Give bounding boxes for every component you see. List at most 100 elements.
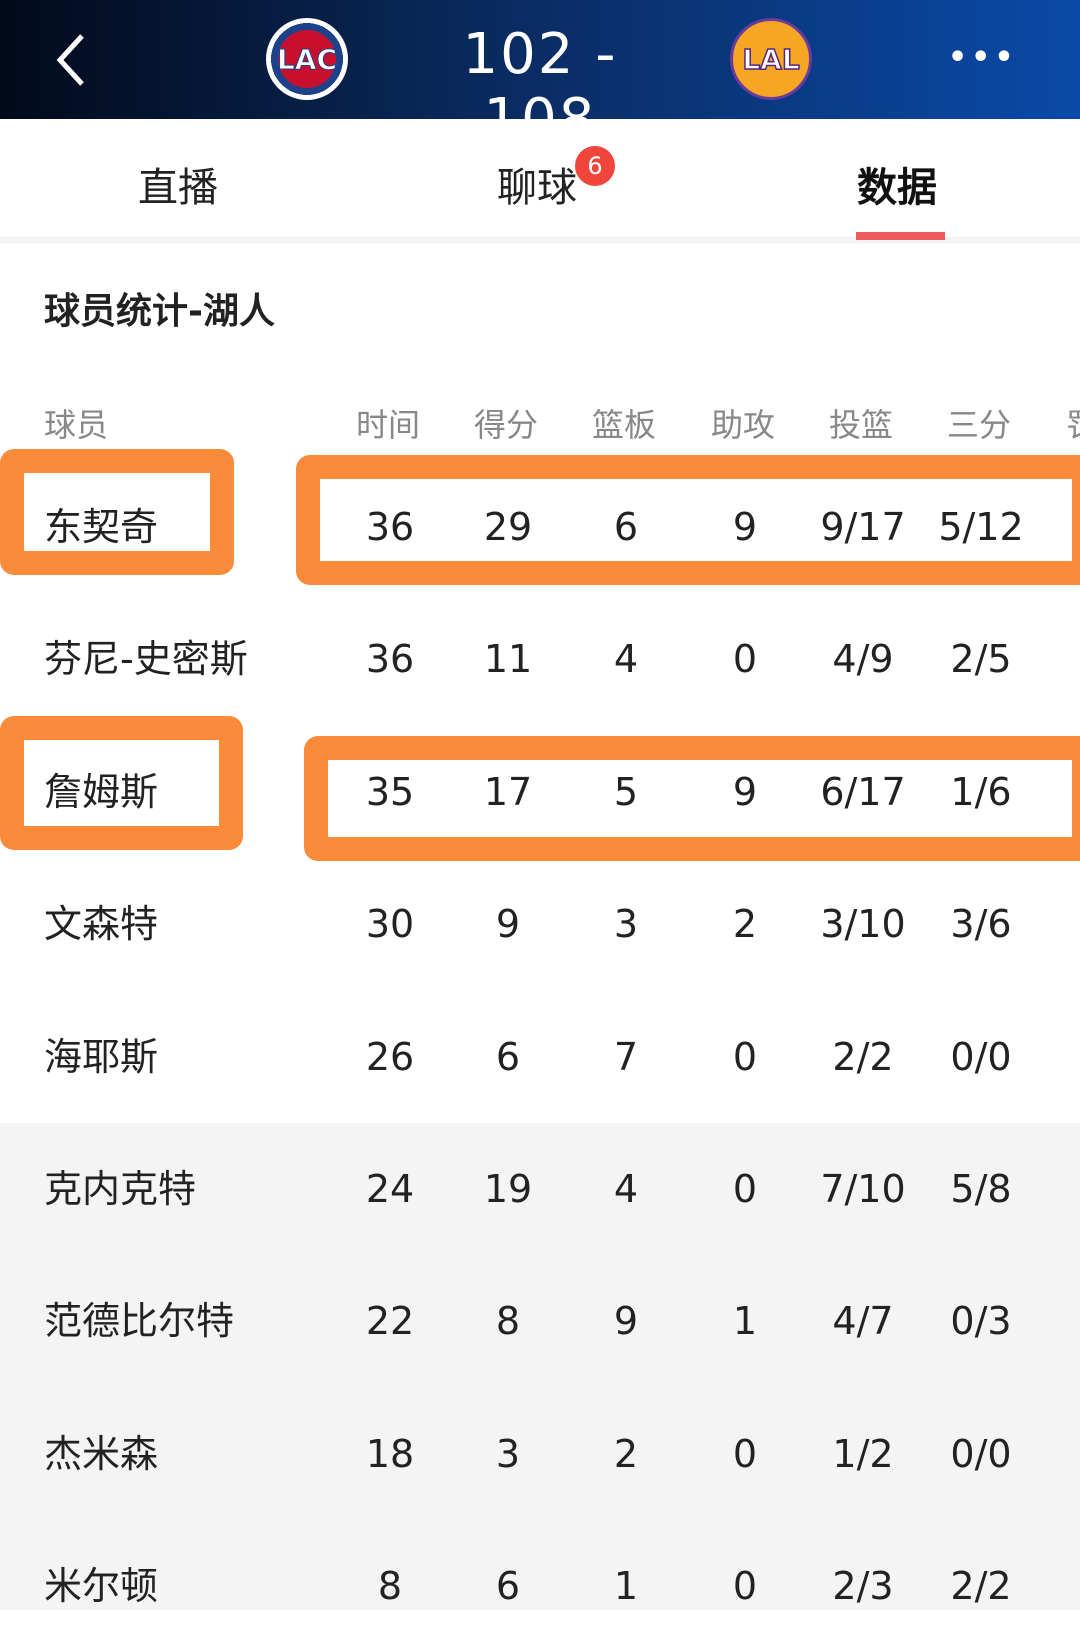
stat-cell: 3 — [613, 902, 639, 947]
stat-cell: 4 — [613, 637, 639, 682]
player-name[interactable]: 詹姆斯 — [44, 769, 159, 814]
stat-cell: 0 — [1040, 1520, 1080, 1652]
player-name[interactable]: 杰米森 — [44, 1431, 159, 1476]
active-tab-indicator — [856, 232, 945, 240]
stat-cell: 3/6 — [950, 902, 1012, 947]
stat-cell: 2/2 — [950, 1564, 1012, 1609]
stat-cell: 8 — [495, 1299, 521, 1344]
table-row[interactable]: 米尔顿 8 6 1 0 2/3 2/2 0 — [0, 1520, 1080, 1652]
player-name[interactable]: 芬尼-史密斯 — [44, 637, 248, 682]
stat-cell: 1 — [1040, 593, 1080, 725]
stat-cell: 2 — [613, 1431, 639, 1476]
score-separator: - — [595, 22, 618, 87]
table-row[interactable]: 东契奇 36 29 6 9 9/17 5/12 — [0, 461, 1080, 593]
stat-cell: 5/8 — [950, 1167, 1012, 1211]
stat-cell: 0 — [732, 1167, 758, 1211]
table-row[interactable]: 文森特 30 9 3 2 3/10 3/6 0 — [0, 858, 1080, 990]
column-header[interactable]: 罚 — [1066, 400, 1080, 446]
stat-cell: 36 — [365, 637, 415, 682]
stat-cell: 7 — [613, 1034, 639, 1079]
player-name[interactable]: 海耶斯 — [44, 1034, 159, 1079]
stat-cell: 9 — [732, 769, 758, 814]
highlight-box-name — [0, 449, 234, 575]
home-score: 102 — [462, 22, 576, 87]
stat-cell: 6 — [495, 1034, 521, 1079]
stat-cell: 0 — [732, 637, 758, 682]
stat-cell: 9 — [495, 902, 521, 947]
stat-cell: 9/17 — [820, 505, 906, 549]
table-row[interactable]: 杰米森 18 3 2 0 1/2 0/0 1 — [0, 1388, 1080, 1520]
stat-cell: 1 — [613, 1564, 639, 1609]
stat-cell: 29 — [483, 505, 533, 549]
back-arrow-icon[interactable] — [52, 30, 92, 90]
stat-cell: 2/5 — [950, 637, 1012, 682]
table-row[interactable]: 詹姆斯 35 17 5 9 6/17 1/6 — [0, 726, 1080, 858]
player-name[interactable]: 文森特 — [44, 902, 159, 947]
stat-cell: 4/9 — [832, 637, 894, 682]
column-header[interactable]: 助攻 — [711, 406, 776, 444]
table-row[interactable]: 范德比尔特 22 8 9 1 4/7 0/3 0 — [0, 1255, 1080, 1387]
stat-cell: 4/7 — [832, 1299, 894, 1344]
tab-chat[interactable]: 聊球 — [497, 165, 577, 211]
stat-cell: 0/3 — [950, 1299, 1012, 1344]
column-header[interactable]: 时间 — [356, 406, 421, 444]
stat-cell: 7/10 — [820, 1167, 906, 1211]
stat-cell: 6/17 — [820, 769, 906, 814]
chat-badge: 6 — [575, 146, 615, 186]
stat-cell: 8 — [377, 1564, 403, 1609]
lal-logo: LAL — [730, 18, 812, 100]
stat-cell: 3/10 — [820, 902, 906, 947]
column-header[interactable]: 得分 — [474, 406, 539, 444]
game-header: LAC 102 - 108 LAL ••• — [0, 0, 1080, 152]
stat-cell: 6 — [495, 1564, 521, 1609]
stat-cell: 3 — [495, 1431, 521, 1476]
more-icon[interactable]: ••• — [948, 40, 1018, 75]
stat-cell: 0 — [1040, 1255, 1080, 1387]
column-header[interactable]: 篮板 — [592, 406, 657, 444]
stat-cell: 2/2 — [832, 1034, 894, 1079]
bench-background — [0, 1123, 1080, 1610]
stat-cell: 2 — [732, 902, 758, 947]
lac-logo: LAC — [266, 18, 348, 100]
column-header[interactable]: 三分 — [947, 406, 1012, 444]
stat-cell: 0/0 — [950, 1431, 1012, 1476]
table-row[interactable]: 海耶斯 26 6 7 0 2/2 0/0 2 — [0, 991, 1080, 1123]
section-title: 球员统计-湖人 — [44, 291, 275, 332]
stat-cell: 1 — [1040, 1388, 1080, 1520]
stat-cell: 36 — [365, 505, 415, 549]
stat-cell: 11 — [483, 637, 533, 682]
stat-cell: 0 — [1040, 858, 1080, 990]
stat-cell: 2/3 — [832, 1564, 894, 1609]
stat-cell: 0 — [1040, 1123, 1080, 1255]
stat-cell: 26 — [365, 1034, 415, 1079]
highlight-box-name — [0, 716, 243, 850]
home-team-abbr: LAC — [276, 42, 338, 76]
stat-cell: 1/2 — [832, 1431, 894, 1476]
stat-cell: 24 — [365, 1167, 415, 1211]
stat-cell: 30 — [365, 902, 415, 947]
tab-live[interactable]: 直播 — [138, 165, 218, 211]
stat-cell: 5/12 — [938, 505, 1024, 549]
stat-cell: 2 — [1040, 991, 1080, 1123]
stat-cell: 6 — [613, 505, 639, 549]
column-header[interactable]: 投篮 — [829, 406, 894, 444]
player-name[interactable]: 范德比尔特 — [44, 1299, 235, 1344]
stat-cell: 0 — [732, 1564, 758, 1609]
player-name[interactable]: 克内克特 — [44, 1167, 197, 1211]
column-header[interactable]: 球员 — [44, 406, 109, 444]
stat-cell: 0/0 — [950, 1034, 1012, 1079]
player-name[interactable]: 东契奇 — [44, 505, 159, 549]
player-name[interactable]: 米尔顿 — [44, 1564, 159, 1609]
tab-stats[interactable]: 数据 — [857, 165, 937, 211]
stat-cell: 9 — [613, 1299, 639, 1344]
table-row[interactable]: 芬尼-史密斯 36 11 4 0 4/9 2/5 1 — [0, 593, 1080, 725]
stat-cell: 18 — [365, 1431, 415, 1476]
stat-cell: 9 — [732, 505, 758, 549]
stat-cell: 35 — [365, 769, 415, 814]
stat-cell: 22 — [365, 1299, 415, 1344]
away-team-abbr: LAL — [742, 42, 801, 77]
highlight-box-stats — [304, 736, 1080, 861]
stat-cell: 0 — [732, 1034, 758, 1079]
tab-bar: 直播 聊球 6 数据 — [0, 119, 1080, 243]
table-row[interactable]: 克内克特 24 19 4 0 7/10 5/8 0 — [0, 1123, 1080, 1255]
